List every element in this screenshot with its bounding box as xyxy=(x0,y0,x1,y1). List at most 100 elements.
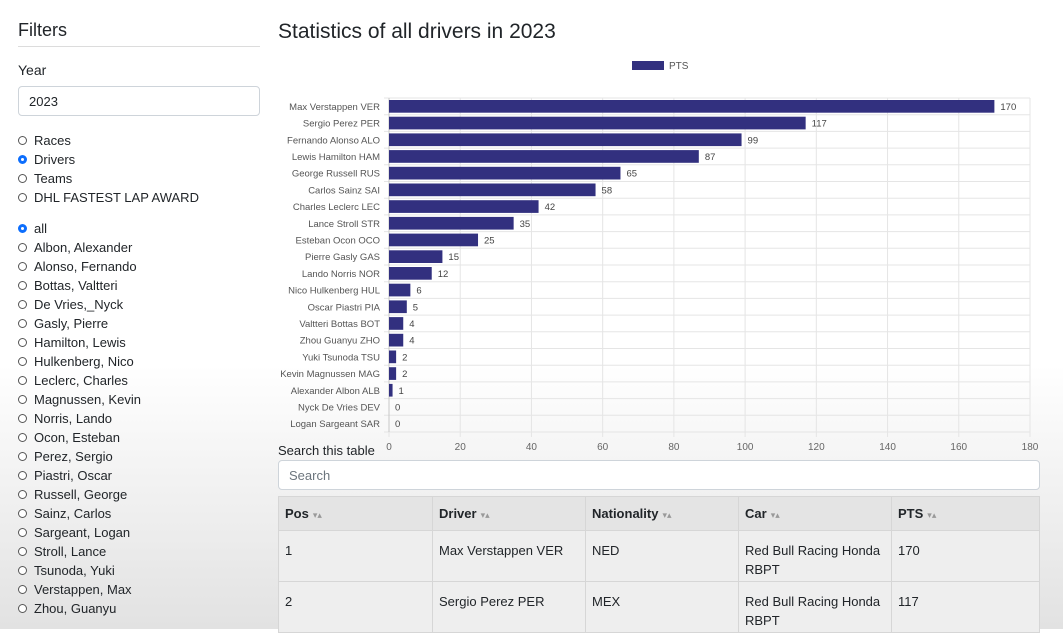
radio-label: Zhou, Guanyu xyxy=(34,601,117,616)
driver-option-sargeant-logan[interactable]: Sargeant, Logan xyxy=(18,523,260,542)
sort-arrows-icon[interactable]: ▾▴ xyxy=(770,510,780,520)
cell-car: Red Bull Racing Honda RBPT xyxy=(738,581,892,633)
radio-unchecked-icon[interactable] xyxy=(18,193,27,202)
radio-unchecked-icon[interactable] xyxy=(18,585,27,594)
radio-unchecked-icon[interactable] xyxy=(18,566,27,575)
filters-title: Filters xyxy=(18,20,260,47)
radio-unchecked-icon[interactable] xyxy=(18,174,27,183)
driver-option-ocon-esteban[interactable]: Ocon, Esteban xyxy=(18,428,260,447)
driver-option-gasly-pierre[interactable]: Gasly, Pierre xyxy=(18,314,260,333)
sort-arrows-icon[interactable]: ▾▴ xyxy=(480,510,490,520)
radio-unchecked-icon[interactable] xyxy=(18,357,27,366)
x-tick-label: 20 xyxy=(455,442,467,450)
view-option-teams[interactable]: Teams xyxy=(18,169,260,188)
radio-unchecked-icon[interactable] xyxy=(18,471,27,480)
column-header-pts[interactable]: PTS ▾▴ xyxy=(891,496,1040,531)
driver-option-magnussen-kevin[interactable]: Magnussen, Kevin xyxy=(18,390,260,409)
column-header-car[interactable]: Car ▾▴ xyxy=(738,496,892,531)
radio-unchecked-icon[interactable] xyxy=(18,319,27,328)
sort-arrows-icon[interactable]: ▾▴ xyxy=(312,510,322,520)
radio-label: all xyxy=(34,221,48,236)
cell-driver: Max Verstappen VER xyxy=(432,530,586,582)
y-tick-label: Lewis Hamilton HAM xyxy=(292,152,380,163)
radio-label: Hamilton, Lewis xyxy=(34,335,126,350)
stats-table: Pos ▾▴ Driver ▾▴ Nationality ▾▴ Car ▾▴ PTS ▾▴… xyxy=(278,496,1040,633)
driver-option-bottas-valtteri[interactable]: Bottas, Valtteri xyxy=(18,276,260,295)
driver-option-tsunoda-yuki[interactable]: Tsunoda, Yuki xyxy=(18,561,260,580)
radio-unchecked-icon[interactable] xyxy=(18,376,27,385)
driver-option-leclerc-charles[interactable]: Leclerc, Charles xyxy=(18,371,260,390)
radio-unchecked-icon[interactable] xyxy=(18,281,27,290)
view-option-races[interactable]: Races xyxy=(18,131,260,150)
driver-option-piastri-oscar[interactable]: Piastri, Oscar xyxy=(18,466,260,485)
column-header-nationality[interactable]: Nationality ▾▴ xyxy=(585,496,739,531)
radio-label: Alonso, Fernando xyxy=(34,259,137,274)
x-tick-label: 60 xyxy=(597,442,609,450)
radio-unchecked-icon[interactable] xyxy=(18,300,27,309)
x-tick-label: 120 xyxy=(808,442,825,450)
driver-option-hamilton-lewis[interactable]: Hamilton, Lewis xyxy=(18,333,260,352)
radio-label: Sainz, Carlos xyxy=(34,506,112,521)
y-tick-label: Lance Stroll STR xyxy=(308,219,380,230)
driver-option-verstappen-max[interactable]: Verstappen, Max xyxy=(18,580,260,599)
radio-checked-icon[interactable] xyxy=(18,224,27,233)
sort-arrows-icon[interactable]: ▾▴ xyxy=(927,510,937,520)
y-tick-label: Lando Norris NOR xyxy=(302,269,380,280)
radio-unchecked-icon[interactable] xyxy=(18,509,27,518)
radio-unchecked-icon[interactable] xyxy=(18,604,27,613)
search-input[interactable] xyxy=(278,460,1040,490)
column-label: PTS xyxy=(898,506,924,521)
radio-checked-icon[interactable] xyxy=(18,155,27,164)
radio-unchecked-icon[interactable] xyxy=(18,243,27,252)
y-tick-label: Valtteri Bottas BOT xyxy=(299,319,380,330)
x-tick-label: 0 xyxy=(386,442,392,450)
driver-option-alonso-fernando[interactable]: Alonso, Fernando xyxy=(18,257,260,276)
driver-option-zhou-guanyu[interactable]: Zhou, Guanyu xyxy=(18,599,260,618)
radio-unchecked-icon[interactable] xyxy=(18,338,27,347)
data-label: 25 xyxy=(484,235,495,246)
data-label: 15 xyxy=(448,252,459,263)
driver-option-sainz-carlos[interactable]: Sainz, Carlos xyxy=(18,504,260,523)
radio-unchecked-icon[interactable] xyxy=(18,395,27,404)
bar xyxy=(389,350,397,364)
data-label: 4 xyxy=(409,336,414,347)
view-option-dhl-fastest-lap-award[interactable]: DHL FASTEST LAP AWARD xyxy=(18,188,260,207)
driver-option-de-vries-nyck[interactable]: De Vries,_Nyck xyxy=(18,295,260,314)
driver-option-hulkenberg-nico[interactable]: Hulkenberg, Nico xyxy=(18,352,260,371)
radio-unchecked-icon[interactable] xyxy=(18,414,27,423)
column-header-pos[interactable]: Pos ▾▴ xyxy=(278,496,433,531)
radio-unchecked-icon[interactable] xyxy=(18,136,27,145)
driver-option-norris-lando[interactable]: Norris, Lando xyxy=(18,409,260,428)
driver-option-all[interactable]: all xyxy=(18,219,260,238)
radio-unchecked-icon[interactable] xyxy=(18,490,27,499)
bar xyxy=(389,333,404,347)
radio-unchecked-icon[interactable] xyxy=(18,452,27,461)
radio-unchecked-icon[interactable] xyxy=(18,433,27,442)
radio-unchecked-icon[interactable] xyxy=(18,528,27,537)
sort-arrows-icon[interactable]: ▾▴ xyxy=(662,510,672,520)
y-tick-label: Fernando Alonso ALO xyxy=(287,135,380,146)
view-option-drivers[interactable]: Drivers xyxy=(18,150,260,169)
column-label: Driver xyxy=(439,506,477,521)
year-label: Year xyxy=(18,62,47,78)
radio-label: Verstappen, Max xyxy=(34,582,132,597)
data-label: 99 xyxy=(748,135,759,146)
driver-option-albon-alexander[interactable]: Albon, Alexander xyxy=(18,238,260,257)
y-tick-label: Sergio Perez PER xyxy=(303,119,380,130)
data-label: 4 xyxy=(409,319,414,330)
radio-label: Ocon, Esteban xyxy=(34,430,120,445)
table-row: 2 Sergio Perez PER MEX Red Bull Racing H… xyxy=(278,581,1040,633)
data-label: 0 xyxy=(395,402,400,413)
cell-nationality: NED xyxy=(585,530,739,582)
view-type-radio-group: Races Drivers Teams DHL FASTEST LAP AWARD xyxy=(18,131,260,207)
driver-option-perez-sergio[interactable]: Perez, Sergio xyxy=(18,447,260,466)
column-header-driver[interactable]: Driver ▾▴ xyxy=(432,496,586,531)
driver-option-russell-george[interactable]: Russell, George xyxy=(18,485,260,504)
year-input[interactable] xyxy=(18,86,260,116)
data-label: 1 xyxy=(399,386,404,397)
data-label: 2 xyxy=(402,369,407,380)
cell-pos: 1 xyxy=(278,530,433,582)
driver-option-stroll-lance[interactable]: Stroll, Lance xyxy=(18,542,260,561)
radio-unchecked-icon[interactable] xyxy=(18,262,27,271)
radio-unchecked-icon[interactable] xyxy=(18,547,27,556)
